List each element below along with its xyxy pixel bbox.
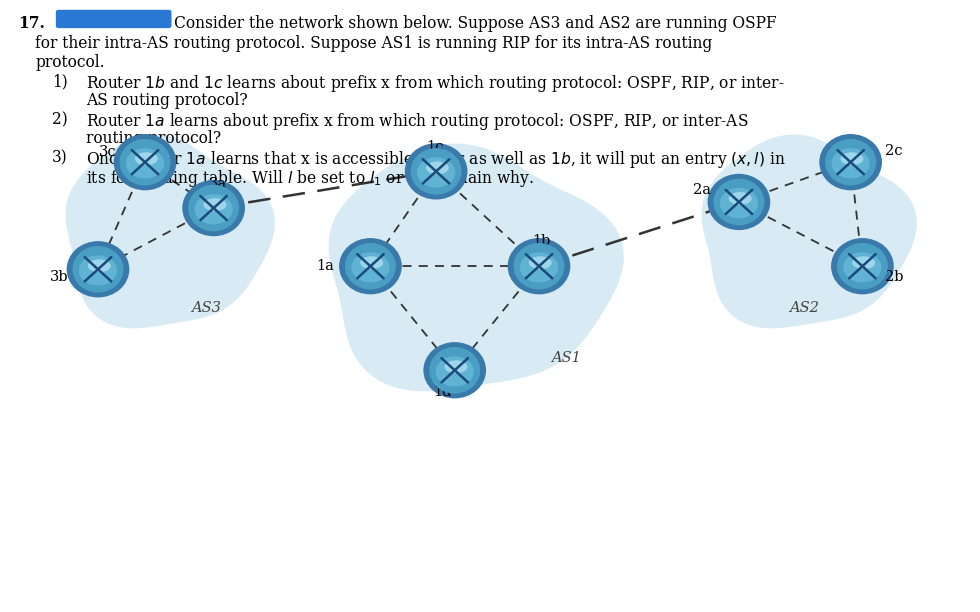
Polygon shape [702, 135, 917, 329]
Ellipse shape [182, 180, 245, 236]
Ellipse shape [417, 157, 455, 188]
Text: 3): 3) [52, 149, 68, 166]
Ellipse shape [429, 347, 480, 394]
Ellipse shape [423, 342, 486, 398]
Ellipse shape [426, 162, 449, 174]
Ellipse shape [825, 139, 876, 185]
Ellipse shape [831, 148, 870, 179]
Ellipse shape [125, 148, 165, 179]
Text: AS routing protocol?: AS routing protocol? [86, 92, 248, 110]
Text: 2a: 2a [693, 183, 710, 196]
Ellipse shape [361, 256, 383, 269]
Polygon shape [66, 135, 274, 329]
Ellipse shape [819, 134, 882, 190]
Ellipse shape [351, 252, 390, 283]
Text: 3b: 3b [49, 271, 69, 284]
Text: routing protocol?: routing protocol? [86, 130, 221, 147]
Text: 1): 1) [52, 73, 68, 91]
Ellipse shape [88, 259, 111, 272]
Ellipse shape [520, 252, 559, 283]
Ellipse shape [135, 152, 158, 165]
Text: 1d: 1d [434, 385, 452, 398]
Text: protocol.: protocol. [35, 54, 105, 71]
Ellipse shape [841, 152, 863, 165]
Polygon shape [328, 144, 624, 391]
Text: 2c: 2c [885, 144, 903, 157]
Text: 3a: 3a [209, 177, 226, 190]
Ellipse shape [853, 256, 875, 269]
Text: 1c: 1c [426, 140, 444, 154]
Ellipse shape [708, 174, 770, 230]
Ellipse shape [719, 188, 759, 218]
Text: 17.: 17. [18, 15, 44, 32]
Ellipse shape [78, 255, 118, 286]
Text: its forwarding table. Will $l$ be set to $l_1$ or $l_2$? Explain why.: its forwarding table. Will $l$ be set to… [86, 168, 534, 189]
Ellipse shape [345, 243, 396, 289]
Ellipse shape [188, 185, 239, 231]
Ellipse shape [339, 238, 402, 294]
Text: 2b: 2b [885, 270, 903, 283]
Text: 3c: 3c [99, 145, 117, 159]
Ellipse shape [831, 238, 894, 294]
Ellipse shape [114, 134, 176, 190]
Ellipse shape [204, 198, 226, 211]
Ellipse shape [405, 143, 467, 200]
Text: 2): 2) [52, 111, 68, 129]
Ellipse shape [529, 256, 552, 269]
Ellipse shape [713, 179, 764, 225]
Ellipse shape [411, 148, 462, 195]
Ellipse shape [837, 243, 888, 289]
Ellipse shape [508, 238, 570, 294]
Ellipse shape [120, 139, 171, 185]
Text: Router $\mathit{1b}$ and $\mathit{1c}$ learns about prefix x from which routing : Router $\mathit{1b}$ and $\mathit{1c}$ l… [86, 73, 785, 94]
Text: Router $\mathit{1a}$ learns about prefix x from which routing protocol: OSPF, RI: Router $\mathit{1a}$ learns about prefix… [86, 111, 749, 132]
Text: AS3: AS3 [191, 301, 220, 315]
Text: Consider the network shown below. Suppose AS3 and AS2 are running OSPF: Consider the network shown below. Suppos… [174, 15, 777, 32]
Ellipse shape [194, 194, 233, 225]
Ellipse shape [729, 192, 752, 205]
Text: AS2: AS2 [789, 301, 818, 315]
Ellipse shape [843, 252, 882, 283]
Ellipse shape [67, 241, 129, 297]
Ellipse shape [514, 243, 564, 289]
Text: 1b: 1b [532, 234, 550, 248]
Text: 1a: 1a [317, 259, 334, 273]
Text: Once router $\mathit{1a}$ learns that x is accessible via $\mathit{1c}$ as well : Once router $\mathit{1a}$ learns that x … [86, 149, 786, 170]
Text: AS1: AS1 [552, 351, 581, 365]
Ellipse shape [435, 356, 474, 387]
Ellipse shape [73, 246, 123, 293]
Ellipse shape [445, 360, 467, 373]
FancyBboxPatch shape [56, 10, 172, 28]
Text: for their intra-AS routing protocol. Suppose AS1 is running RIP for its intra-AS: for their intra-AS routing protocol. Sup… [35, 35, 712, 52]
